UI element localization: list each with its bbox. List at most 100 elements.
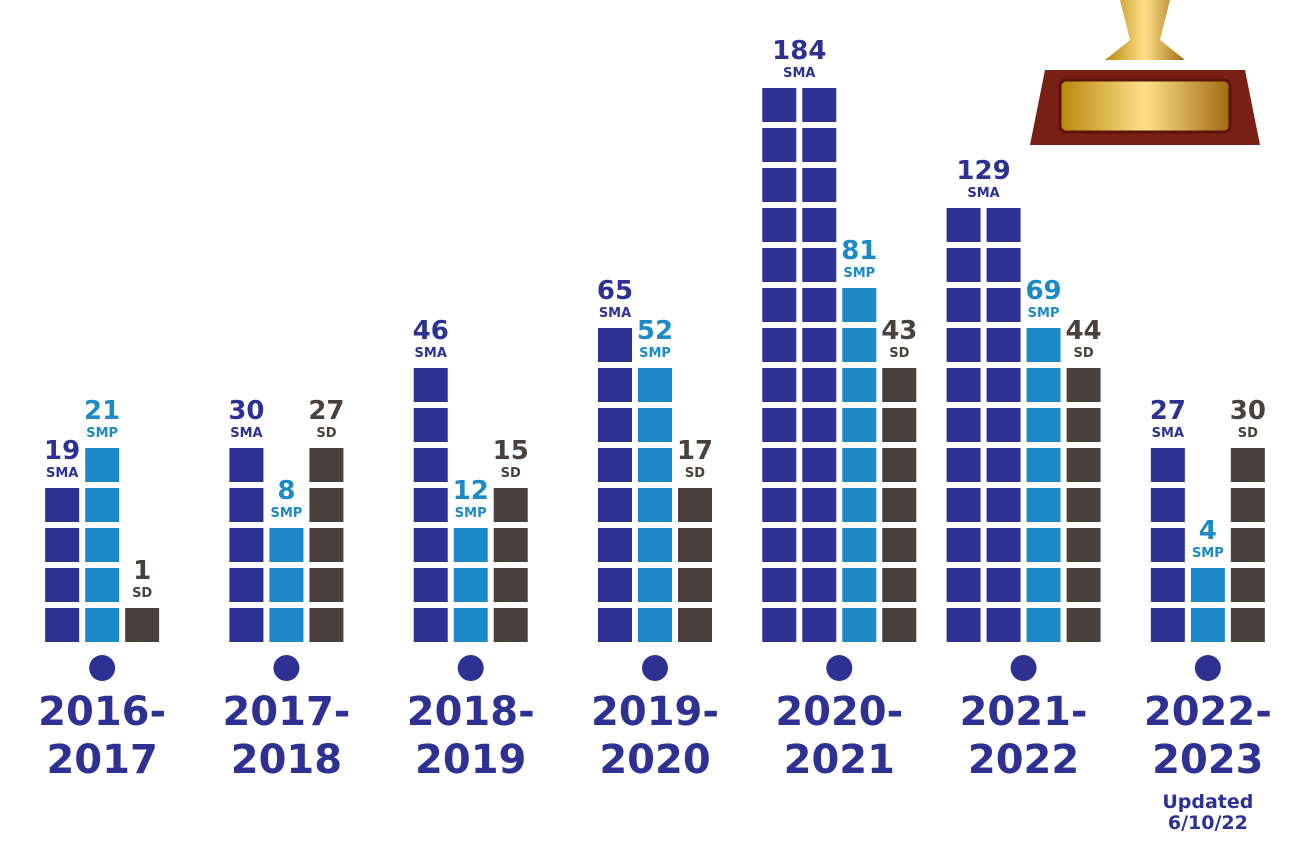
value-label: 30 xyxy=(1230,396,1266,426)
square xyxy=(986,208,1021,242)
pictogram-column xyxy=(598,328,632,642)
series-label: SMP xyxy=(843,266,875,281)
pictogram-column xyxy=(1026,328,1061,642)
square xyxy=(986,408,1021,442)
series-label: SMA xyxy=(1152,426,1184,441)
square xyxy=(598,568,632,602)
square xyxy=(802,368,837,402)
square xyxy=(1026,368,1061,402)
square xyxy=(1026,528,1061,562)
square xyxy=(882,568,917,602)
value-label: 30 xyxy=(228,396,264,426)
timeline-dot xyxy=(1194,655,1221,681)
square xyxy=(598,608,632,642)
square xyxy=(45,528,80,562)
value-label: 21 xyxy=(84,396,120,426)
pictogram-column xyxy=(493,488,528,642)
square xyxy=(229,488,264,522)
square xyxy=(493,528,528,562)
pictogram-column xyxy=(45,488,80,642)
square xyxy=(802,288,837,322)
square xyxy=(493,608,528,642)
value-label: 17 xyxy=(677,436,713,466)
square xyxy=(598,368,632,402)
square xyxy=(946,288,981,322)
square xyxy=(85,608,120,642)
square xyxy=(842,408,877,442)
square xyxy=(1190,608,1225,642)
series-label: SMP xyxy=(1192,546,1224,561)
square xyxy=(882,368,917,402)
series-label: SD xyxy=(1073,346,1093,361)
square xyxy=(638,448,672,482)
square xyxy=(413,528,448,562)
square xyxy=(85,488,120,522)
series-label: SD xyxy=(889,346,909,361)
square xyxy=(762,328,797,362)
pictogram-column xyxy=(309,448,344,642)
square xyxy=(493,568,528,602)
category-label: 2021-2022 xyxy=(959,689,1088,783)
square xyxy=(802,248,837,282)
square xyxy=(1150,608,1185,642)
category-label: 2022-2023 xyxy=(1143,689,1272,783)
square xyxy=(986,248,1021,282)
series-label: SMA xyxy=(599,306,631,321)
square xyxy=(986,488,1021,522)
pictogram-column xyxy=(1230,448,1265,642)
square xyxy=(882,448,917,482)
timeline-dot xyxy=(642,655,668,681)
category-label: 2019-2020 xyxy=(591,689,719,783)
series-label: SMA xyxy=(783,66,815,81)
square xyxy=(269,568,304,602)
square xyxy=(413,408,448,442)
square xyxy=(453,608,488,642)
square xyxy=(309,608,344,642)
value-label: 8 xyxy=(277,476,295,506)
square xyxy=(802,608,837,642)
square xyxy=(946,208,981,242)
square xyxy=(802,448,837,482)
square xyxy=(946,568,981,602)
square xyxy=(986,528,1021,562)
square xyxy=(842,488,877,522)
series-label: SMA xyxy=(967,186,999,201)
series-label: SD xyxy=(501,466,521,481)
pictogram-column xyxy=(842,288,877,642)
square xyxy=(85,568,120,602)
square xyxy=(882,608,917,642)
square xyxy=(842,568,877,602)
square xyxy=(45,608,80,642)
square xyxy=(598,408,632,442)
square xyxy=(762,88,797,122)
series-label: SD xyxy=(1238,426,1258,441)
square xyxy=(1066,408,1101,442)
value-label: 81 xyxy=(841,236,877,266)
square xyxy=(762,448,797,482)
series-label: SD xyxy=(316,426,336,441)
square xyxy=(269,528,304,562)
square xyxy=(598,488,632,522)
square xyxy=(762,208,797,242)
square xyxy=(842,608,877,642)
square xyxy=(453,528,488,562)
pictogram-column xyxy=(946,208,1021,642)
square xyxy=(269,608,304,642)
series-label: SMP xyxy=(639,346,671,361)
pictogram-column xyxy=(882,368,917,642)
square xyxy=(802,128,837,162)
square xyxy=(1066,368,1101,402)
pictogram-column xyxy=(762,88,837,642)
square xyxy=(1150,448,1185,482)
square xyxy=(309,528,344,562)
square xyxy=(946,328,981,362)
square xyxy=(638,488,672,522)
square xyxy=(453,568,488,602)
timeline-dot xyxy=(89,655,116,681)
square xyxy=(45,568,80,602)
square xyxy=(493,488,528,522)
square xyxy=(598,448,632,482)
square xyxy=(413,368,448,402)
series-label: SMA xyxy=(46,466,78,481)
